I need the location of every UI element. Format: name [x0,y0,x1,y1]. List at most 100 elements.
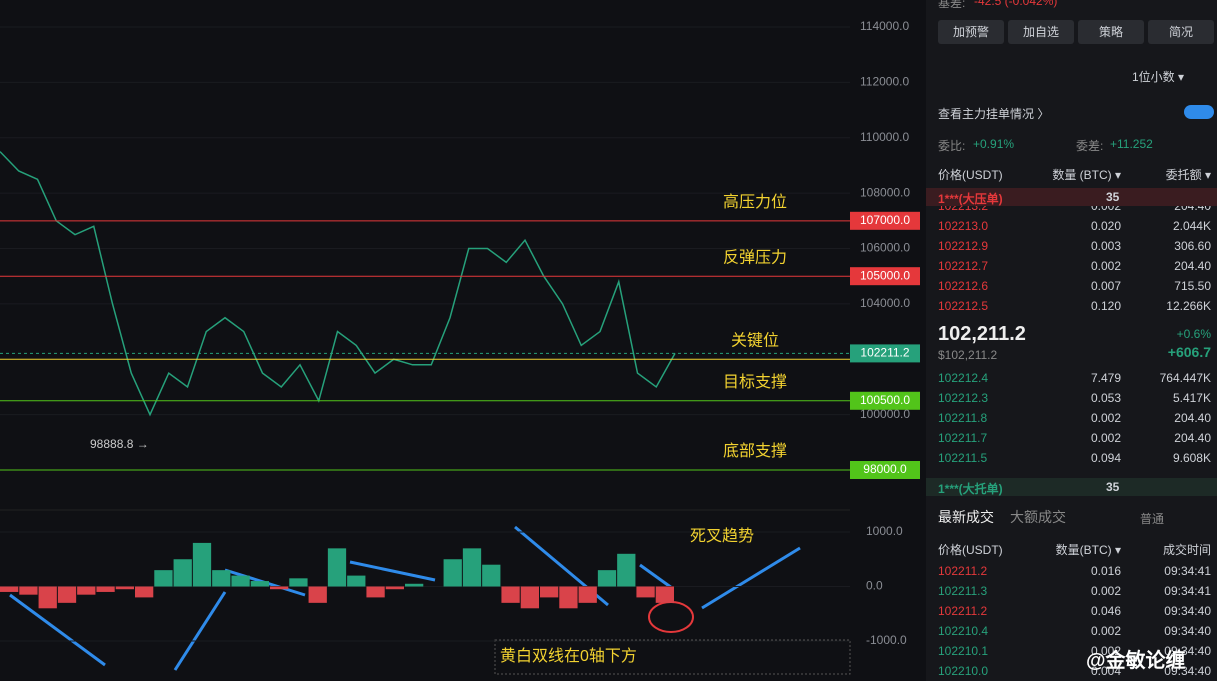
note-cross: 死叉趋势 [690,527,754,545]
big-sell-qty: 35 [1106,190,1120,204]
ask-cell: 102213.0 [938,219,989,233]
bid-cell: 0.094 [1090,451,1121,465]
macd-bar [559,586,578,609]
change-pct: +0.6% [1176,327,1211,341]
toggle [1184,105,1214,119]
ask-cell: 204.40 [1174,259,1211,273]
macd-bar [520,586,539,609]
tab: 大额成交 [1010,509,1066,525]
ask-cell: 102212.6 [938,279,989,293]
header: 委托额 ▾ [1165,168,1211,182]
change: +606.7 [1167,344,1211,360]
depth-title: 查看主力挂单情况 〉 [938,107,1050,121]
macd-bar [250,581,269,587]
level-tag [850,461,920,479]
macd-bar [96,586,115,592]
macd-bar [462,548,482,587]
bid-cell: 102212.4 [938,371,989,385]
bid-cell: 204.40 [1174,431,1211,445]
macd-bar [19,586,38,595]
current-tag [850,344,920,363]
bid-cell: 0.002 [1090,411,1121,425]
level-tag-label: 100500.0 [860,393,910,407]
macd-bar [231,575,250,587]
y-tick-label: 108000.0 [860,185,910,199]
big-buy-qty: 35 [1106,480,1120,494]
bid-cell: 102211.8 [938,411,988,425]
ask-cell: 0.003 [1090,239,1121,253]
header: 价格(USDT) [938,168,1003,182]
button[interactable]: 简况 [1148,20,1214,44]
trade-cell: 09:34:40 [1164,624,1211,638]
ask-cell: 715.50 [1174,279,1211,293]
big-buy: 1***(大托单) [938,482,1003,496]
last-usd: $102,211.2 [938,348,998,362]
big-buy-bar [926,478,1217,496]
bid-cell: 5.417K [1172,391,1211,405]
trade-cell: 102211.2 [938,604,988,618]
bid-cell: 7.479 [1090,371,1121,385]
watermark: @金敏论缠 [1086,650,1186,672]
level-name: 底部支撑 [723,442,787,460]
macd-bar [0,586,19,592]
bid-cell: 764.447K [1159,371,1211,385]
button[interactable]: 加预警 [938,20,1004,44]
macd-bar [655,586,674,603]
trade-cell: 0.002 [1090,584,1121,598]
trade-cell: 0.002 [1090,644,1121,658]
big-sell-bar [926,188,1217,206]
ask-cell: 2.044K [1172,219,1211,233]
ask-cell: 102212.7 [938,259,989,273]
y-tick-label: 114000.0 [860,19,909,33]
trade-cell: 09:34:40 [1164,604,1211,618]
level-tag-label: 107000.0 [860,213,910,227]
level-name: 反弹压力 [723,248,787,266]
macd-bar [135,586,154,598]
side-panel: 基差: -42.5 (-0.042%) 加预警 加自选 策略 简况 1位小数 ▾ 查看主力挂单… [926,0,1217,681]
trade-header: 成交时间 [1162,543,1211,557]
y-tick-label: 1000.0 [866,524,903,538]
ask-cell: 306.60 [1174,239,1211,253]
precision: 1位小数 ▾ [1132,70,1185,84]
macd-bar [347,575,366,587]
trade-cell: 102210.1 [938,644,989,658]
ask-cell: 102212.5 [938,299,989,313]
bid-cell: 0.002 [1090,431,1121,445]
macd-bar [289,578,308,587]
button[interactable]: 策略 [1078,20,1144,44]
macd-bar [212,570,231,587]
trade-header: 数量(BTC) ▾ [1055,543,1121,557]
tab: 最新成交 [938,509,994,525]
diff-label: 委差: [1076,139,1104,153]
macd-bar [636,586,655,598]
y-tick-label: 100000.0 [860,407,910,421]
macd-bar [115,586,134,590]
macd-bar [366,586,385,598]
trade-cell: 102211.3 [938,584,988,598]
bid-cell: 102211.7 [938,431,988,445]
ask-cell: 102212.9 [938,239,989,253]
trade-header: 价格(USDT) [938,543,1003,557]
button[interactable]: 加自选 [1008,20,1074,44]
big-sell: 1***(大压单) [938,192,1003,206]
trade-cell: 0.004 [1090,664,1121,678]
y-tick-label: 112000.0 [860,75,909,89]
y-tick-label: 106000.0 [860,241,910,255]
bid-cell: 0.053 [1090,391,1121,405]
ask-cell: 0.020 [1090,219,1121,233]
y-tick-label: 0.0 [866,579,883,593]
price-line [0,151,676,417]
level-tag [850,267,920,286]
trade-cell: 09:34:40 [1164,664,1211,678]
trade-cell: 0.016 [1090,564,1121,578]
macd-bar [192,542,212,587]
level-tag [850,211,920,230]
macd-bar [597,570,617,587]
macd-bar [405,583,424,587]
basis-label: 基差: [938,0,966,10]
y-tick-label: -1000.0 [866,633,907,647]
normal: 普通 [1140,512,1165,526]
note-lines: 黄白双线在0轴下方 [500,647,637,665]
bid-cell: 204.40 [1174,411,1211,425]
note-box [494,639,851,675]
